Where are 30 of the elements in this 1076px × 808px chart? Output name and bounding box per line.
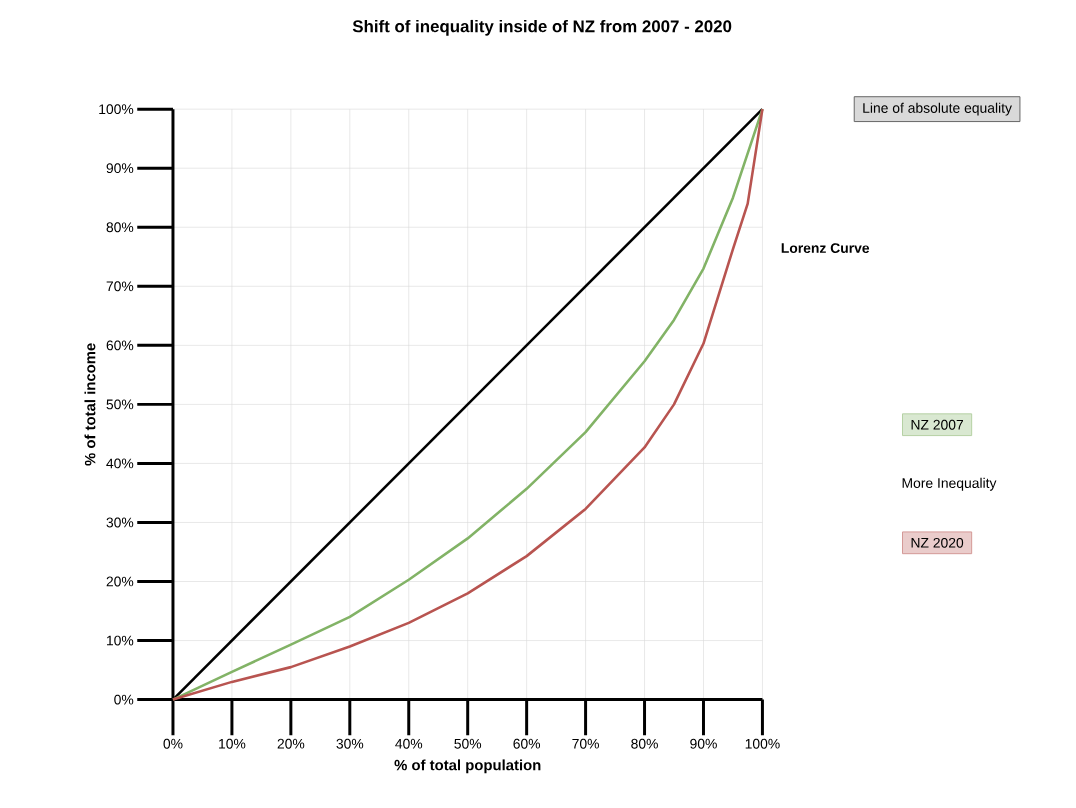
y-tick-label: 60% [106,340,134,351]
chart-title: Shift of inequality inside of NZ from 2007 - 2020 [352,20,732,36]
x-tick-label: 30% [336,738,364,749]
y-tick-label: 20% [106,576,134,587]
y-tick-label: 80% [106,222,134,233]
text: More Inequality [902,477,997,491]
x-tick-label: 10% [219,738,246,749]
y-axis-title: % of total income [84,343,96,466]
x-tick-label: 20% [277,738,305,749]
x-tick-label: 100% [745,738,780,749]
y-tick-label: 0% [114,694,134,705]
x-tick-label: 60% [513,738,541,749]
x-tick-label: 90% [690,738,717,749]
y-tick-label: 40% [106,458,134,469]
text: NZ 2007 [911,419,964,430]
x-tick-label: 80% [631,738,658,749]
text: NZ 2020 [911,537,964,548]
x-tick-label: 70% [572,738,599,749]
x-axis-title: % of total population [394,759,541,774]
y-tick-label: 50% [106,399,134,410]
y-tick-label: 70% [106,281,134,292]
y-tick-label: 100% [99,104,134,115]
y-tick-label: 10% [107,635,134,646]
text: Lorenz Curve [781,243,870,254]
x-tick-label: 50% [454,738,482,749]
text: Line of absolute equality [863,102,1012,116]
x-tick-label: 0% [163,738,183,749]
y-tick-label: 90% [106,163,134,174]
y-tick-label: 30% [106,517,134,528]
x-tick-label: 40% [395,738,423,749]
